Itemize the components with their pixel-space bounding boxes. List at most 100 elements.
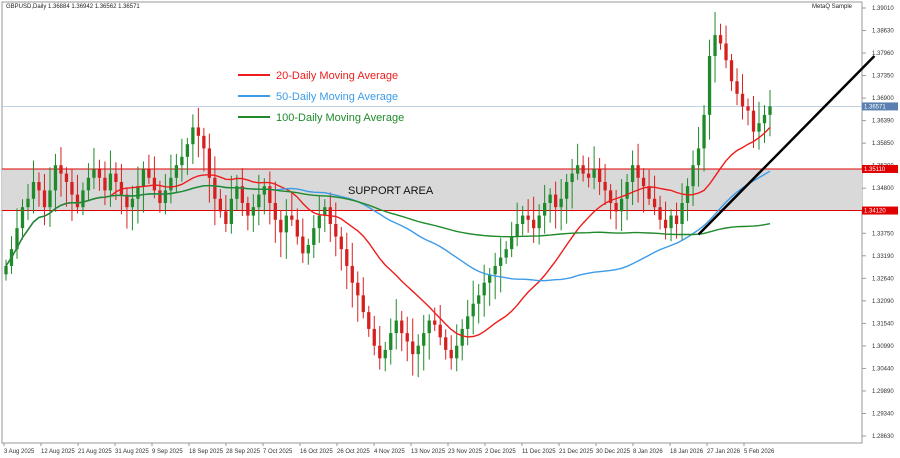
candle-body[interactable]	[312, 228, 316, 245]
candle-body[interactable]	[746, 106, 750, 111]
candle-body[interactable]	[652, 198, 657, 208]
candle-body[interactable]	[471, 303, 475, 317]
candle-body[interactable]	[707, 56, 712, 115]
candle-body[interactable]	[400, 320, 404, 334]
candle-body[interactable]	[449, 349, 453, 359]
candle-body[interactable]	[444, 337, 448, 350]
candle-body[interactable]	[537, 215, 541, 229]
candle-body[interactable]	[42, 190, 47, 208]
candle-body[interactable]	[422, 333, 426, 346]
trendline[interactable]	[697, 55, 876, 236]
candle-body[interactable]	[246, 202, 250, 216]
candle-body[interactable]	[603, 181, 607, 191]
candle-body[interactable]	[433, 320, 437, 325]
candle-body[interactable]	[548, 194, 552, 203]
candle-body[interactable]	[169, 177, 173, 191]
candle-body[interactable]	[581, 165, 585, 174]
candle-body[interactable]	[751, 110, 756, 132]
candle-body[interactable]	[81, 190, 85, 208]
candle-body[interactable]	[499, 257, 503, 266]
candle-body[interactable]	[207, 148, 212, 178]
candle-body[interactable]	[218, 198, 223, 212]
candle-body[interactable]	[59, 165, 63, 174]
candle-body[interactable]	[163, 190, 168, 203]
candle-body[interactable]	[174, 165, 179, 178]
candle-body[interactable]	[768, 106, 772, 115]
candle-body[interactable]	[119, 181, 124, 195]
candle-body[interactable]	[608, 190, 613, 203]
candle-body[interactable]	[438, 324, 442, 338]
candle-body[interactable]	[125, 194, 129, 208]
candle-body[interactable]	[559, 198, 563, 208]
candle-body[interactable]	[378, 345, 382, 359]
candle-body[interactable]	[229, 198, 234, 224]
candle-body[interactable]	[663, 219, 668, 229]
candle-body[interactable]	[493, 265, 497, 275]
candle-body[interactable]	[532, 219, 536, 229]
candle-body[interactable]	[411, 341, 415, 355]
candle-body[interactable]	[455, 345, 459, 359]
candle-body[interactable]	[251, 207, 255, 216]
candle-body[interactable]	[630, 165, 635, 182]
candle-body[interactable]	[735, 81, 739, 94]
candle-body[interactable]	[306, 244, 310, 254]
candle-body[interactable]	[427, 320, 431, 334]
candle-body[interactable]	[724, 43, 728, 61]
candle-body[interactable]	[740, 93, 745, 107]
candle-body[interactable]	[405, 333, 409, 342]
candle-body[interactable]	[636, 165, 640, 178]
candle-body[interactable]	[152, 177, 157, 191]
candle-body[interactable]	[301, 236, 305, 254]
candle-body[interactable]	[592, 169, 596, 178]
candle-body[interactable]	[15, 228, 19, 250]
candle-body[interactable]	[757, 123, 761, 132]
candle-body[interactable]	[196, 127, 201, 136]
candle-body[interactable]	[158, 190, 162, 203]
candle-body[interactable]	[334, 223, 338, 237]
candle-body[interactable]	[37, 181, 41, 191]
candle-body[interactable]	[136, 186, 140, 199]
candle-body[interactable]	[691, 165, 695, 187]
candle-body[interactable]	[48, 190, 52, 208]
candle-body[interactable]	[240, 186, 244, 203]
candle-body[interactable]	[625, 181, 629, 199]
candle-body[interactable]	[702, 114, 706, 149]
candle-body[interactable]	[504, 249, 508, 258]
candle-body[interactable]	[575, 165, 580, 174]
candle-body[interactable]	[619, 198, 624, 212]
candle-body[interactable]	[641, 177, 646, 187]
candle-body[interactable]	[696, 148, 701, 166]
candle-body[interactable]	[86, 177, 91, 191]
candle-body[interactable]	[389, 333, 393, 350]
candle-body[interactable]	[262, 186, 266, 195]
candle-body[interactable]	[4, 265, 8, 275]
candle-body[interactable]	[510, 236, 514, 250]
candle-body[interactable]	[295, 219, 299, 237]
candle-body[interactable]	[224, 211, 228, 224]
candle-body[interactable]	[97, 169, 102, 178]
candle-body[interactable]	[180, 156, 184, 166]
candle-body[interactable]	[521, 215, 525, 224]
candle-body[interactable]	[367, 312, 371, 329]
candle-body[interactable]	[713, 35, 717, 57]
candle-body[interactable]	[257, 194, 261, 208]
candle-body[interactable]	[92, 169, 96, 178]
candle-body[interactable]	[515, 223, 519, 237]
candle-body[interactable]	[356, 282, 360, 296]
candle-body[interactable]	[235, 186, 239, 199]
candle-body[interactable]	[394, 320, 398, 334]
candle-body[interactable]	[350, 265, 354, 283]
candle-body[interactable]	[213, 177, 217, 199]
candle-body[interactable]	[70, 181, 74, 195]
candle-body[interactable]	[339, 236, 343, 250]
candle-body[interactable]	[597, 169, 602, 182]
candle-body[interactable]	[674, 215, 679, 224]
candle-body[interactable]	[26, 198, 30, 208]
candle-body[interactable]	[108, 173, 113, 191]
candle-body[interactable]	[553, 194, 558, 208]
candle-body[interactable]	[191, 127, 195, 145]
candle-body[interactable]	[185, 144, 190, 157]
candle-body[interactable]	[669, 215, 673, 229]
candle-body[interactable]	[317, 215, 321, 229]
